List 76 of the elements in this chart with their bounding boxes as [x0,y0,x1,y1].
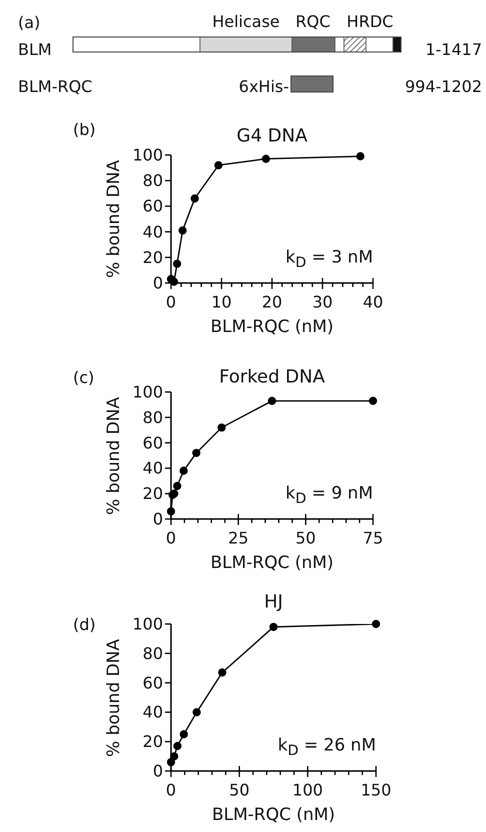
y-tick-label: 100 [132,382,163,402]
x-tick-label: 0 [166,528,176,548]
point [218,668,226,677]
text: (c) [73,368,94,388]
x-axis-title: BLM-RQC (nM) [212,805,336,826]
y-axis-title: % bound DNA [104,396,125,514]
x-tick-label: 100 [292,780,323,800]
chart-title: Forked DNA [219,366,325,388]
x-tick-label: 150 [360,780,392,800]
point [372,620,380,628]
y-axis-title: % bound DNA [104,638,125,756]
x-tick-label: 0 [166,780,176,800]
x-tick-label: 75 [362,528,384,548]
x-tick-label: 0 [166,292,176,312]
y-tick-label: 60 [142,196,163,216]
annotation: k$_{D}$ = 9 nM [286,484,373,508]
y-tick-label: 20 [142,732,163,752]
y-tick-label: 80 [142,408,163,427]
text: BLM [18,40,52,60]
y-tick-label: 0 [152,510,163,528]
point [166,507,176,516]
text: BLM-RQC [18,76,92,96]
text: 6xHis- [238,76,289,96]
point [214,161,223,170]
point [166,758,176,766]
x-tick-label: 30 [312,292,333,312]
annotation: k$_{D}$ = 3 nM [286,248,373,272]
point [262,154,270,163]
text: HRDC [346,12,394,32]
x-tick-label: 40 [362,292,384,312]
y-tick-label: 0 [152,762,163,780]
text: (b) [73,120,96,140]
x-axis-title: BLM-RQC (nM) [210,553,334,574]
y-axis-title: % bound DNA [104,160,125,278]
annotation: k$_{D}$ = 26 nM [278,736,376,760]
y-tick-label: 40 [142,702,163,722]
y-tick-label: 100 [132,614,163,634]
point [178,226,187,235]
y-tick-label: 40 [142,458,163,478]
y-tick-label: 20 [142,248,163,267]
text: (a) [18,12,40,32]
point [192,708,201,716]
point [173,742,182,750]
point [180,730,188,738]
chart-title: G4 DNA [236,126,308,148]
y-tick-label: 80 [142,171,163,190]
y-tick-label: 80 [142,644,163,663]
point [268,396,276,405]
chart-title: HJ [264,592,283,614]
x-axis-title: BLM-RQC (nM) [210,317,334,338]
text: (d) [73,614,96,634]
y-tick-label: 40 [142,222,163,242]
text: 994-1202 [404,76,482,96]
point [192,448,200,458]
text: Helicase [212,12,280,32]
x-tick-label: 25 [228,528,249,548]
point [368,396,378,405]
y-tick-label: 60 [142,433,163,452]
text: 1-1417 [425,40,482,60]
y-tick-label: 0 [152,274,163,292]
x-tick-label: 10 [211,292,232,312]
point [269,622,278,632]
point [218,423,226,432]
y-tick-label: 60 [142,673,163,692]
point [190,194,199,203]
point [170,752,178,760]
x-tick-label: 50 [295,528,316,548]
y-tick-label: 100 [132,146,163,164]
x-tick-label: 50 [229,780,250,800]
text: RQC [296,12,330,32]
point [173,482,182,490]
y-tick-label: 20 [142,484,163,504]
point [356,152,364,160]
point [180,466,188,475]
x-tick-label: 20 [262,292,282,312]
point [172,260,182,268]
